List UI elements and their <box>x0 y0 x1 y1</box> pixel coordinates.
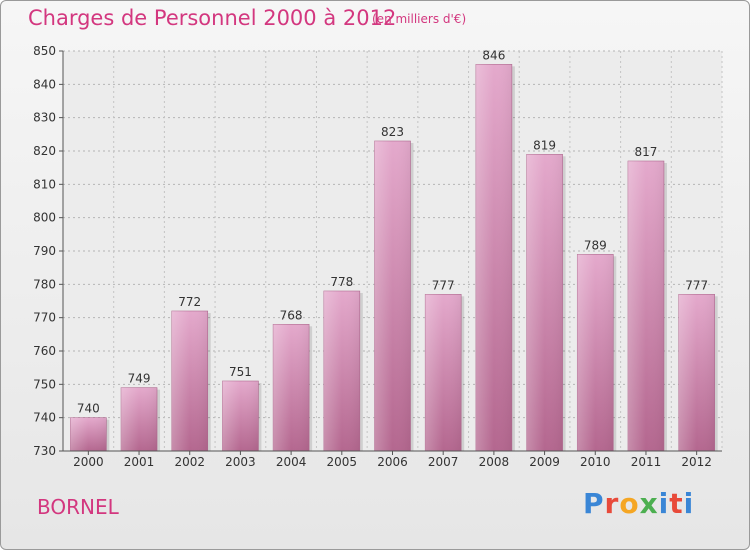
logo-letter: P <box>583 487 605 520</box>
x-tick-label: 2003 <box>225 455 256 469</box>
y-tick-label: 810 <box>33 177 56 191</box>
logo-letter: o <box>619 487 640 520</box>
chart-unit: (en milliers d'€) <box>372 12 467 26</box>
bar-highlight <box>121 387 158 451</box>
value-label: 768 <box>280 308 303 322</box>
logo-letter: x <box>639 487 659 520</box>
x-tick-label: 2004 <box>276 455 307 469</box>
logo-letter: i <box>683 487 695 520</box>
y-tick-label: 820 <box>33 144 56 158</box>
x-tick-label: 2009 <box>529 455 560 469</box>
y-tick-label: 740 <box>33 411 56 425</box>
x-tick-label: 2010 <box>580 455 611 469</box>
y-tick-label: 770 <box>33 311 56 325</box>
y-tick-label: 830 <box>33 111 56 125</box>
value-label: 846 <box>482 48 505 62</box>
value-label: 772 <box>178 295 201 309</box>
chart-title: Charges de Personnel 2000 à 2012 <box>28 6 397 30</box>
value-label: 817 <box>635 145 658 159</box>
bar-highlight <box>70 417 107 451</box>
bar-highlight <box>577 254 614 451</box>
bar-highlight <box>526 154 563 452</box>
x-tick-label: 2001 <box>124 455 155 469</box>
y-tick-label: 730 <box>33 444 56 458</box>
logo-letter: t <box>669 487 684 520</box>
bar-highlight <box>222 381 259 451</box>
x-tick-label: 2000 <box>73 455 104 469</box>
value-label: 789 <box>584 238 607 252</box>
bar-highlight <box>171 311 208 451</box>
bar-highlight <box>678 294 715 451</box>
y-tick-label: 790 <box>33 244 56 258</box>
bar-highlight <box>475 64 512 452</box>
logo-letter: r <box>604 487 620 520</box>
bar-highlight <box>374 141 411 451</box>
bar-highlight <box>273 324 310 451</box>
x-tick-label: 2007 <box>428 455 459 469</box>
y-tick-label: 840 <box>33 77 56 91</box>
x-tick-label: 2002 <box>174 455 205 469</box>
y-tick-label: 780 <box>33 277 56 291</box>
value-label: 777 <box>685 278 708 292</box>
x-tick-label: 2012 <box>681 455 712 469</box>
x-tick-label: 2006 <box>377 455 408 469</box>
value-label: 819 <box>533 138 556 152</box>
logo-letter: i <box>658 487 670 520</box>
x-tick-label: 2005 <box>327 455 358 469</box>
value-label: 777 <box>432 278 455 292</box>
value-label: 751 <box>229 365 252 379</box>
bar-highlight <box>425 294 462 451</box>
y-tick-label: 750 <box>33 377 56 391</box>
commune-name: BORNEL <box>37 495 119 519</box>
y-tick-label: 800 <box>33 211 56 225</box>
proxiti-logo: Proxiti <box>583 487 694 520</box>
bar-highlight <box>627 161 664 451</box>
x-tick-label: 2008 <box>479 455 510 469</box>
value-label: 740 <box>77 402 100 416</box>
value-label: 778 <box>330 275 353 289</box>
x-tick-label: 2011 <box>631 455 662 469</box>
value-label: 749 <box>128 372 151 386</box>
bar-highlight <box>323 291 360 451</box>
y-tick-label: 760 <box>33 344 56 358</box>
value-label: 823 <box>381 125 404 139</box>
y-tick-label: 850 <box>33 44 56 58</box>
